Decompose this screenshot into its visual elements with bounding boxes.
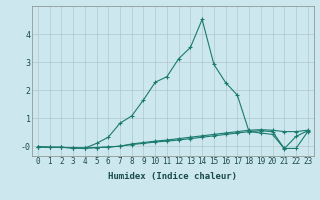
- X-axis label: Humidex (Indice chaleur): Humidex (Indice chaleur): [108, 172, 237, 181]
